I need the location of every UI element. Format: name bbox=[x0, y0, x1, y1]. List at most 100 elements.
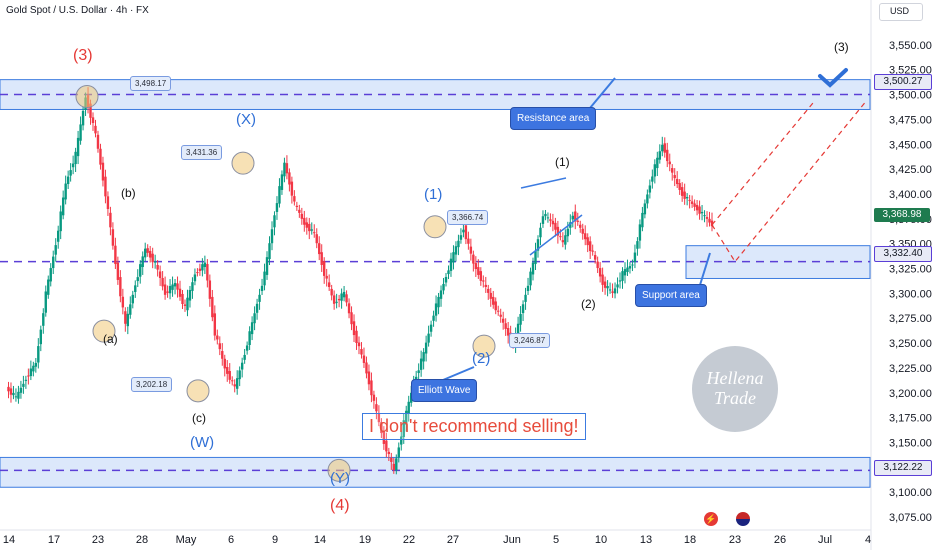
candle-body bbox=[397, 447, 400, 458]
candle-body bbox=[661, 144, 664, 152]
candle-body bbox=[626, 267, 629, 272]
us-flag-icon[interactable] bbox=[736, 512, 750, 526]
candle-body bbox=[482, 280, 485, 282]
candle-body bbox=[666, 149, 669, 162]
candle-body bbox=[656, 157, 659, 169]
candle-body bbox=[253, 313, 256, 324]
candle-body bbox=[531, 262, 535, 275]
candle-body bbox=[370, 380, 373, 396]
projection-path-b bbox=[711, 100, 816, 226]
candle-body bbox=[407, 401, 410, 414]
triangle-lower bbox=[529, 214, 583, 256]
candle-body bbox=[574, 211, 577, 222]
hellena-trade-watermark: Hellena Trade bbox=[692, 346, 778, 432]
candle-body bbox=[551, 220, 555, 225]
x-tick-label: 17 bbox=[48, 534, 60, 546]
candle-body bbox=[653, 164, 657, 177]
x-tick-label: 28 bbox=[136, 534, 148, 546]
candle-body bbox=[111, 229, 115, 246]
candle-body bbox=[218, 343, 221, 350]
candle-body bbox=[608, 289, 612, 291]
candle-body bbox=[109, 212, 112, 228]
y-tick-label: 3,450.00 bbox=[889, 139, 932, 151]
candle-body bbox=[536, 239, 540, 251]
candle-body bbox=[618, 280, 622, 282]
candle-body bbox=[166, 291, 169, 293]
candle-body bbox=[27, 375, 30, 377]
candle-body bbox=[32, 365, 35, 372]
symbol-title: Gold Spot / U.S. Dollar · 4h · FX bbox=[6, 5, 149, 16]
candle-body bbox=[494, 301, 497, 311]
candle-body bbox=[99, 148, 102, 165]
candle-body bbox=[392, 463, 396, 470]
candle-body bbox=[59, 211, 62, 232]
candle-body bbox=[91, 117, 95, 123]
candle-body bbox=[584, 233, 587, 240]
candle-body bbox=[335, 301, 338, 303]
candle-body bbox=[606, 286, 609, 289]
candle-body bbox=[298, 209, 301, 213]
lightning-icon[interactable]: ⚡ bbox=[704, 512, 718, 526]
candle-body bbox=[47, 279, 50, 295]
candle-body bbox=[238, 370, 241, 380]
candle-body bbox=[322, 261, 326, 276]
candle-body bbox=[668, 161, 671, 165]
value-box-1: 3,366.74 bbox=[447, 210, 489, 225]
elliott-wave-note[interactable]: Elliott Wave bbox=[411, 379, 478, 402]
candle-body bbox=[685, 197, 689, 199]
candle-body bbox=[380, 422, 383, 434]
zones-layer bbox=[0, 79, 871, 488]
x-tick-label: 9 bbox=[272, 534, 278, 546]
candle-body bbox=[22, 383, 25, 387]
candle-body bbox=[153, 261, 157, 263]
wave-label-1-black: (1) bbox=[555, 155, 570, 169]
x-tick-label: 13 bbox=[640, 534, 652, 546]
candle-body bbox=[693, 203, 696, 207]
candle-body bbox=[648, 185, 652, 193]
candle-body bbox=[633, 252, 637, 263]
candle-body bbox=[106, 196, 110, 209]
candle-body bbox=[139, 264, 142, 277]
candle-body bbox=[29, 368, 33, 377]
candle-body bbox=[231, 380, 234, 382]
candle-body bbox=[201, 264, 204, 271]
candle-body bbox=[464, 225, 468, 240]
currency-selector[interactable] bbox=[879, 3, 923, 21]
support-area-note[interactable]: Support area bbox=[635, 284, 707, 307]
support-pointer bbox=[699, 252, 711, 286]
candle-body bbox=[17, 391, 20, 399]
candle-body bbox=[569, 222, 572, 228]
candle-body bbox=[144, 248, 147, 258]
candle-body bbox=[405, 410, 408, 425]
candle-body bbox=[571, 215, 574, 220]
candle-body bbox=[255, 303, 259, 313]
candle-body bbox=[235, 378, 239, 389]
candle-body bbox=[325, 275, 328, 279]
candle-body bbox=[616, 284, 619, 288]
candle-body bbox=[452, 252, 455, 263]
wave-label-3-red: (3) bbox=[73, 47, 93, 64]
candle-body bbox=[81, 110, 85, 126]
candle-body bbox=[497, 310, 500, 312]
resistance-area-note[interactable]: Resistance area bbox=[510, 107, 597, 130]
candle-body bbox=[61, 197, 65, 216]
candle-body bbox=[37, 346, 40, 363]
candle-body bbox=[400, 436, 403, 445]
candle-body bbox=[146, 248, 149, 253]
value-box-c: 3,202.18 bbox=[131, 377, 173, 392]
x-tick-label: Jul bbox=[818, 534, 832, 546]
y-tick-label: 3,200.00 bbox=[889, 388, 932, 400]
candle-body bbox=[64, 183, 67, 200]
candle-body bbox=[623, 269, 627, 276]
candle-body bbox=[213, 313, 217, 336]
candle-body bbox=[576, 220, 579, 222]
candle-body bbox=[417, 370, 420, 374]
candle-body bbox=[66, 176, 70, 185]
candle-body bbox=[126, 313, 130, 327]
candle-body bbox=[519, 314, 522, 325]
candle-body bbox=[559, 236, 562, 238]
candle-body bbox=[561, 240, 565, 243]
candle-body bbox=[690, 201, 694, 204]
candle-body bbox=[203, 262, 207, 268]
